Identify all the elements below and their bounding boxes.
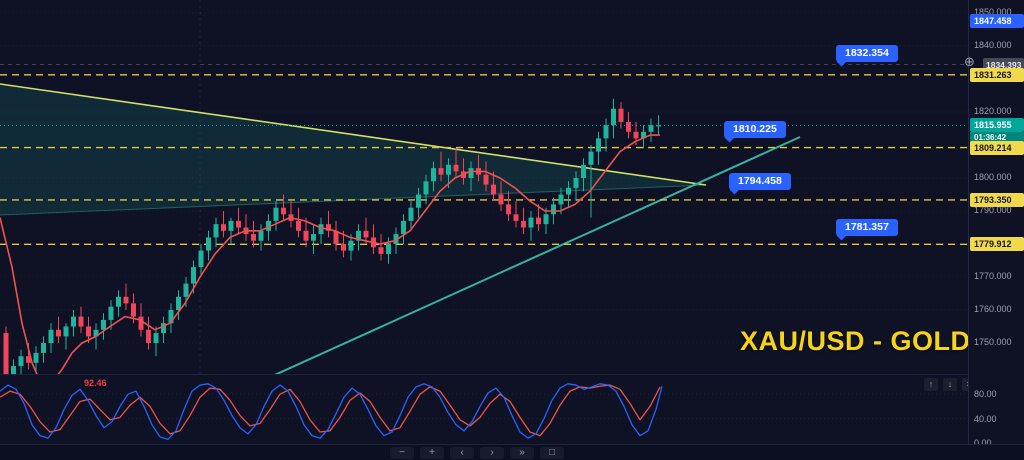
price-scale-label: 1840.000: [974, 40, 1012, 50]
oscillator-scale-label: 0.00: [974, 438, 992, 448]
price-badge-yellow[interactable]: 1793.350: [970, 192, 1024, 207]
move-pane-up-icon[interactable]: ↑: [924, 378, 938, 391]
price-scale-label: 1820.000: [974, 106, 1012, 116]
price-scale[interactable]: ⊕ 1850.000 1840.000 1820.000 1800.000 1790.0…: [964, 0, 1024, 448]
price-badge-yellow[interactable]: 1779.912: [970, 237, 1024, 252]
reset-view-button[interactable]: □: [540, 447, 564, 459]
scroll-right-button[interactable]: ›: [480, 447, 504, 459]
price-callout[interactable]: 1794.458: [729, 173, 791, 190]
price-callout[interactable]: 1832.354: [836, 45, 898, 62]
price-scale-label: 1800.000: [974, 172, 1012, 182]
scroll-left-button[interactable]: ‹: [450, 447, 474, 459]
chart-toolbar: − + ‹ › » □: [390, 447, 564, 459]
go-to-realtime-button[interactable]: »: [510, 447, 534, 459]
price-badge-yellow[interactable]: 1831.263: [970, 67, 1024, 82]
price-badge-teal[interactable]: 1815.955: [970, 118, 1024, 133]
price-scale-label: 1770.000: [974, 271, 1012, 281]
oscillator-scale-label: 80.00: [974, 389, 997, 400]
price-callout[interactable]: 1810.225: [724, 121, 786, 138]
move-pane-down-icon[interactable]: ↓: [943, 378, 957, 391]
symbol-watermark: XAU/USD - GOLD: [740, 326, 971, 356]
oscillator-value-label: 92.46: [84, 378, 107, 388]
price-scale-label: 1760.000: [974, 304, 1012, 314]
price-scale-label: 1790.000: [974, 205, 1012, 215]
price-scale-label: 1850.000: [974, 7, 1012, 17]
zoom-in-button[interactable]: +: [420, 447, 444, 459]
price-countdown: 01:36:42: [970, 132, 1024, 144]
stochastic-pane[interactable]: [0, 375, 968, 444]
price-chart-pane[interactable]: [0, 0, 968, 375]
bottom-bar: − + ‹ › » □: [0, 444, 1024, 460]
zoom-out-button[interactable]: −: [390, 447, 414, 459]
pane-separator[interactable]: [0, 374, 968, 375]
plus-circle-icon[interactable]: ⊕: [964, 54, 975, 69]
price-callout[interactable]: 1781.357: [836, 219, 898, 236]
price-badge-blue[interactable]: 1847.458: [970, 14, 1024, 29]
price-scale-label: 1750.000: [974, 337, 1012, 347]
price-badge-yellow[interactable]: 1809.214: [970, 140, 1024, 155]
oscillator-scale-label: 40.00: [974, 413, 997, 424]
